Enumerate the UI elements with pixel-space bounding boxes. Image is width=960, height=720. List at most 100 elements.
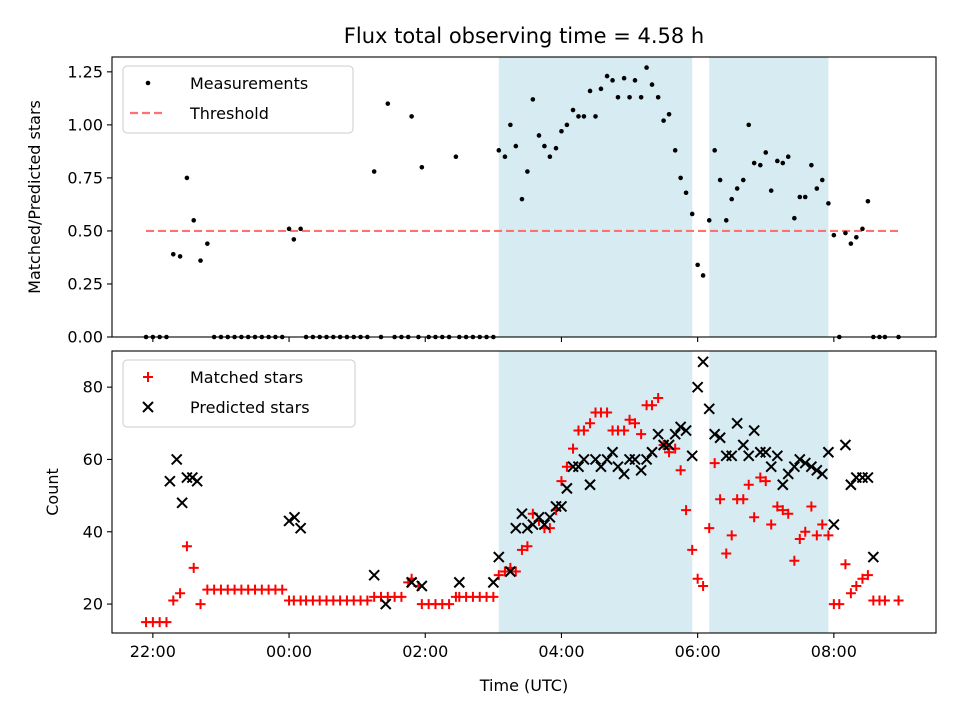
data-point [647, 400, 658, 411]
data-point [763, 150, 769, 155]
data-point [283, 515, 295, 527]
data-point [775, 158, 780, 164]
data-point [725, 450, 738, 462]
data-point [371, 169, 377, 174]
data-point [570, 107, 576, 113]
data-point [686, 450, 698, 462]
data-point [703, 403, 715, 415]
data-point [737, 439, 749, 451]
data-point [578, 453, 590, 466]
data-point [655, 95, 661, 100]
data-point [723, 218, 729, 223]
data-point [714, 432, 726, 444]
data-point [606, 446, 619, 458]
data-point [184, 175, 190, 181]
data-point [811, 530, 822, 541]
legend-label: Threshold [189, 104, 269, 123]
data-point [794, 534, 805, 544]
data-point [777, 505, 788, 516]
data-point [845, 588, 856, 599]
data-point [288, 511, 301, 524]
data-point [715, 494, 726, 505]
data-point [653, 393, 664, 403]
y-tick-label: 1.25 [67, 62, 103, 81]
data-point [525, 169, 530, 174]
data-point [453, 576, 466, 589]
data-point [669, 428, 681, 440]
data-point [862, 471, 874, 484]
data-point [646, 446, 658, 458]
top-panel: 0.00 0.25 0.50 0.75 1.00 1.25 Matched/Predicte… [25, 56, 937, 347]
data-point [760, 476, 771, 487]
data-point [380, 598, 392, 610]
y-tick-label: 0.25 [67, 274, 103, 293]
data-point [576, 114, 581, 119]
data-point [493, 570, 504, 581]
data-point [298, 226, 303, 232]
data-point [811, 464, 823, 477]
data-point [493, 551, 505, 563]
data-point [640, 453, 653, 466]
y-tick-label: 0.75 [67, 168, 103, 187]
data-point [814, 186, 820, 191]
legend-box [122, 359, 356, 428]
data-point [856, 471, 869, 484]
data-point [785, 154, 791, 159]
data-point [188, 562, 199, 573]
data-point [797, 194, 803, 200]
data-point [544, 523, 555, 534]
data-point [601, 453, 613, 466]
data-point [561, 482, 573, 495]
legend-marker-dot [145, 80, 151, 86]
bottom-panel: 20 40 60 80 22:00 00:00 02:00 04:00 06:00 08:00 Co… [43, 350, 937, 695]
data-point [499, 566, 510, 577]
y-axis-label: Count [43, 468, 62, 516]
data-point [731, 417, 743, 430]
data-point [604, 73, 610, 79]
data-point [854, 235, 859, 240]
data-point [743, 450, 755, 462]
axes-frame [111, 350, 937, 634]
data-point [691, 381, 704, 393]
data-point [826, 201, 831, 206]
data-point [857, 573, 868, 584]
x-tick-label: 06:00 [675, 642, 721, 661]
data-point [198, 258, 203, 263]
data-point [444, 599, 455, 610]
data-point [760, 446, 772, 458]
data-point [636, 429, 647, 440]
legend: Measurements Threshold [122, 65, 354, 134]
data-point [585, 418, 596, 429]
data-point [581, 114, 587, 119]
data-point [809, 162, 814, 168]
data-point [561, 461, 572, 472]
data-point [666, 111, 672, 117]
legend-label: Predicted stars [190, 398, 310, 417]
data-point [516, 544, 527, 555]
data-point [286, 226, 292, 232]
data-point [687, 544, 698, 555]
data-point [619, 425, 630, 436]
data-point [362, 595, 373, 606]
data-point [644, 65, 649, 70]
data-point [568, 443, 579, 454]
data-point [789, 555, 800, 566]
shaded-interval-0 [498, 57, 693, 337]
legend-label: Measurements [190, 74, 308, 93]
data-point [161, 617, 172, 628]
data-point [817, 519, 828, 530]
data-point [555, 500, 568, 513]
legend-label: Matched stars [190, 368, 303, 387]
data-point [547, 154, 553, 159]
data-point [181, 471, 193, 484]
data-point [610, 78, 615, 83]
data-point [802, 194, 808, 200]
data-point [772, 501, 783, 512]
legend-box [122, 65, 354, 134]
data-point [542, 143, 547, 149]
data-point [800, 526, 811, 537]
x-tick-label: 02:00 [402, 642, 448, 661]
data-point [860, 226, 865, 232]
data-point [544, 511, 556, 524]
data-point [598, 86, 604, 92]
